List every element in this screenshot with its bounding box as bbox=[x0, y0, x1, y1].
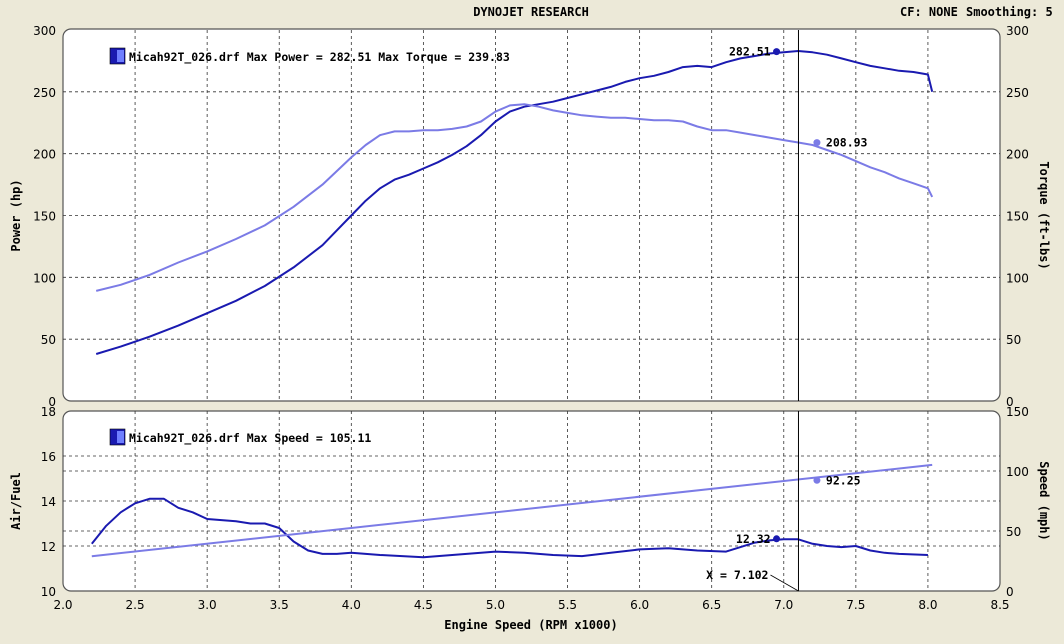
y2-axis-label: Speed (mph) bbox=[1037, 461, 1051, 540]
y-tick-label: 12 bbox=[41, 540, 56, 554]
y-tick-label: 14 bbox=[41, 495, 56, 509]
marker-point bbox=[813, 139, 821, 147]
legend-swatch-highlight bbox=[117, 431, 124, 443]
x-tick-label: 5.5 bbox=[558, 598, 577, 612]
y-tick-label: 0 bbox=[48, 395, 56, 409]
marker-point bbox=[773, 535, 781, 543]
x-tick-label: 7.5 bbox=[846, 598, 865, 612]
plot-area-1 bbox=[62, 28, 1001, 402]
y2-axis-label: Torque (ft-lbs) bbox=[1037, 161, 1051, 269]
chart-header-title: DYNOJET RESEARCH bbox=[473, 5, 589, 19]
y-tick-label: 100 bbox=[33, 271, 56, 285]
series-line-1 bbox=[91, 497, 928, 559]
value-label: 208.93 bbox=[826, 136, 868, 150]
legend-text: Micah92T_026.drf Max Speed = 105.11 bbox=[129, 431, 371, 446]
y2-tick-label: 50 bbox=[1006, 525, 1021, 539]
x-axis-label: Engine Speed (RPM x1000) bbox=[444, 618, 617, 632]
smoothing-readout: Smoothing: 5 bbox=[966, 5, 1053, 19]
value-label: 92.25 bbox=[826, 473, 861, 487]
y2-tick-label: 0 bbox=[1006, 585, 1014, 599]
marker-point bbox=[813, 476, 821, 484]
y2-tick-label: 250 bbox=[1006, 86, 1029, 100]
x-tick-label: 6.0 bbox=[630, 598, 649, 612]
value-label: 282.51 bbox=[729, 45, 771, 59]
y-axis-label: Air/Fuel bbox=[9, 472, 23, 530]
cursor-x-readout: X = 7.102 bbox=[706, 568, 768, 582]
y-tick-label: 250 bbox=[33, 86, 56, 100]
x-tick-label: 8.5 bbox=[990, 598, 1009, 612]
y2-tick-label: 50 bbox=[1006, 333, 1021, 347]
x-tick-label: 5.0 bbox=[486, 598, 505, 612]
series-line-1 bbox=[95, 50, 934, 355]
cf-readout: CF: NONE bbox=[900, 5, 958, 19]
x-tick-label: 2.5 bbox=[126, 598, 145, 612]
y2-tick-label: 200 bbox=[1006, 148, 1029, 162]
series-line-2 bbox=[91, 463, 933, 558]
x-tick-label: 6.5 bbox=[702, 598, 721, 612]
x-tick-label: 3.0 bbox=[198, 598, 217, 612]
cursor-label-leader bbox=[770, 574, 799, 592]
series-line-2 bbox=[95, 103, 934, 292]
y2-tick-label: 300 bbox=[1006, 24, 1029, 38]
y-axis-label: Power (hp) bbox=[9, 179, 23, 251]
y2-tick-label: 100 bbox=[1006, 271, 1029, 285]
x-tick-label: 2.0 bbox=[53, 598, 72, 612]
x-tick-label: 7.0 bbox=[774, 598, 793, 612]
y2-tick-label: 150 bbox=[1006, 405, 1029, 419]
y-tick-label: 300 bbox=[33, 24, 56, 38]
x-tick-label: 4.0 bbox=[342, 598, 361, 612]
y-tick-label: 18 bbox=[41, 405, 56, 419]
y-tick-label: 150 bbox=[33, 210, 56, 224]
x-tick-label: 3.5 bbox=[270, 598, 289, 612]
y-tick-label: 50 bbox=[41, 333, 56, 347]
y-tick-label: 200 bbox=[33, 148, 56, 162]
legend-text: Micah92T_026.drf Max Power = 282.51 Max … bbox=[129, 50, 510, 65]
y2-tick-label: 0 bbox=[1006, 395, 1014, 409]
value-label: 12.32 bbox=[736, 532, 771, 546]
y2-tick-label: 150 bbox=[1006, 210, 1029, 224]
y-tick-label: 16 bbox=[41, 450, 56, 464]
marker-point bbox=[773, 48, 781, 56]
y-tick-label: 10 bbox=[41, 585, 56, 599]
x-tick-label: 4.5 bbox=[414, 598, 433, 612]
x-tick-label: 8.0 bbox=[918, 598, 937, 612]
legend-swatch-highlight bbox=[117, 50, 124, 62]
y2-tick-label: 100 bbox=[1006, 465, 1029, 479]
